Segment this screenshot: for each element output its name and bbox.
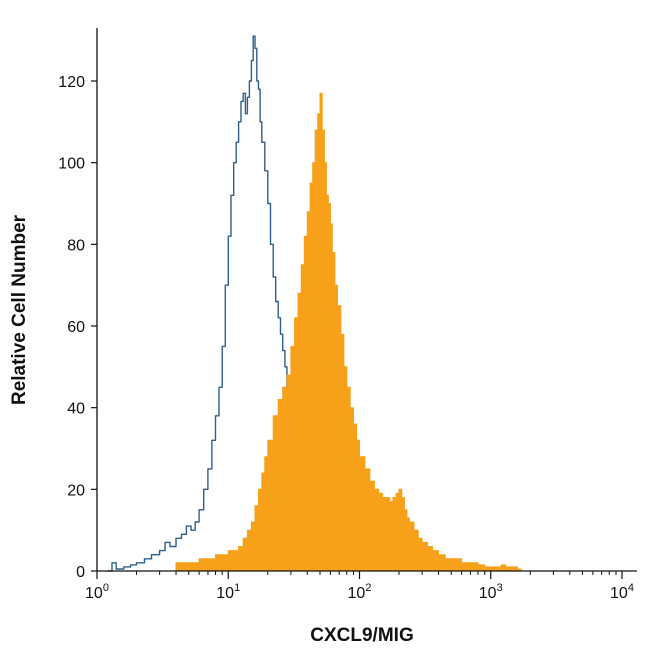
x-tick-label: 102 xyxy=(348,582,372,602)
axes-layer: 0 20 40 60 80 100 120 100 101 102 103 104 xyxy=(58,28,637,602)
y-axis-title: Relative Cell Number xyxy=(9,214,30,405)
series-layer xyxy=(107,35,522,572)
x-tick-label: 100 xyxy=(85,582,109,602)
x-tick-label: 104 xyxy=(610,582,634,602)
series-filled-histogram xyxy=(173,92,522,572)
y-tick-label: 0 xyxy=(76,564,85,581)
x-axis-title: CXCL9/MIG xyxy=(310,625,413,646)
y-tick-label: 20 xyxy=(67,482,85,499)
x-tick-label: 103 xyxy=(479,582,503,602)
y-tick-label: 40 xyxy=(67,401,85,418)
y-tick-label: 80 xyxy=(67,237,85,254)
y-tick-label: 60 xyxy=(67,319,85,336)
y-tick-label: 120 xyxy=(58,74,85,91)
x-tick-label: 101 xyxy=(216,582,240,602)
y-tick-label: 100 xyxy=(58,156,85,173)
series-outline-histogram xyxy=(107,35,299,572)
